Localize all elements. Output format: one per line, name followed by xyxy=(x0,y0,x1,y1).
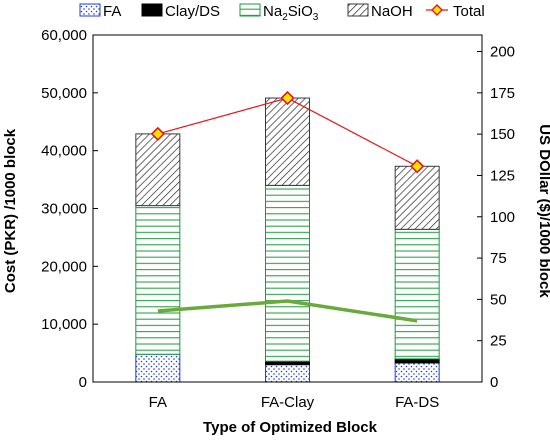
bar-segment xyxy=(394,165,440,230)
legend-label: Total xyxy=(453,3,485,20)
bar-segment xyxy=(394,358,440,364)
usd-line xyxy=(157,299,418,323)
y-tick-label: 10,000 xyxy=(41,316,87,333)
y-axis-title: Cost (PKR) /1000 block xyxy=(2,128,19,293)
bar-segment xyxy=(135,133,181,207)
y2-tick-label: 75 xyxy=(490,250,507,267)
bar-segment xyxy=(265,364,310,383)
bar-segment xyxy=(135,353,181,383)
total-point xyxy=(280,90,295,106)
y2-tick-label: 125 xyxy=(490,167,515,184)
y2-tick-label: 200 xyxy=(490,44,515,61)
bar-segment xyxy=(394,228,440,360)
total-point xyxy=(150,126,165,142)
bar-segment xyxy=(394,362,440,383)
legend-label: FA xyxy=(103,3,121,20)
legend-label: NaOH xyxy=(371,3,413,20)
y-tick-label: 20,000 xyxy=(41,258,87,275)
x-tick-label: FA-DS xyxy=(395,394,439,411)
bar-segment xyxy=(135,205,181,355)
axes: 0 10,000 20,000 30,000 40,000 50,000 60,000 0 25… xyxy=(41,27,515,411)
x-tick-label: FA-Clay xyxy=(261,394,315,411)
y2-tick-label: 0 xyxy=(490,374,498,391)
legend-swatch xyxy=(347,3,369,17)
y2-tick-label: 50 xyxy=(490,291,507,308)
legend-swatch xyxy=(79,3,101,17)
x-axis-title: Type of Optimized Block xyxy=(203,419,378,436)
legend-marker xyxy=(431,4,443,16)
y2-tick-label: 150 xyxy=(490,126,515,143)
y-tick-label: 40,000 xyxy=(41,143,87,160)
y-tick-label: 50,000 xyxy=(41,85,87,102)
y2-tick-label: 25 xyxy=(490,333,507,350)
bar-segment xyxy=(265,97,310,186)
bar-segment xyxy=(265,184,310,362)
legend-swatch xyxy=(239,3,261,17)
y2-axis-title: US DOllar ($)/1000 block xyxy=(536,124,550,298)
legend: FA Clay/DS Na2SiO3 NaOH Total xyxy=(79,3,485,23)
y2-tick-label: 175 xyxy=(490,85,515,102)
legend-swatch xyxy=(141,3,163,17)
bar-segment xyxy=(265,360,310,366)
total-point xyxy=(410,159,425,174)
legend-label: Clay/DS xyxy=(165,3,220,20)
y-tick-label: 0 xyxy=(79,374,87,391)
legend-label: Na2SiO3 xyxy=(263,3,319,23)
bars xyxy=(135,97,440,383)
x-tick-label: FA xyxy=(149,394,167,411)
y2-tick-label: 100 xyxy=(490,209,515,226)
y-tick-label: 60,000 xyxy=(41,27,87,44)
lines xyxy=(150,90,425,323)
y-tick-label: 30,000 xyxy=(41,201,87,218)
